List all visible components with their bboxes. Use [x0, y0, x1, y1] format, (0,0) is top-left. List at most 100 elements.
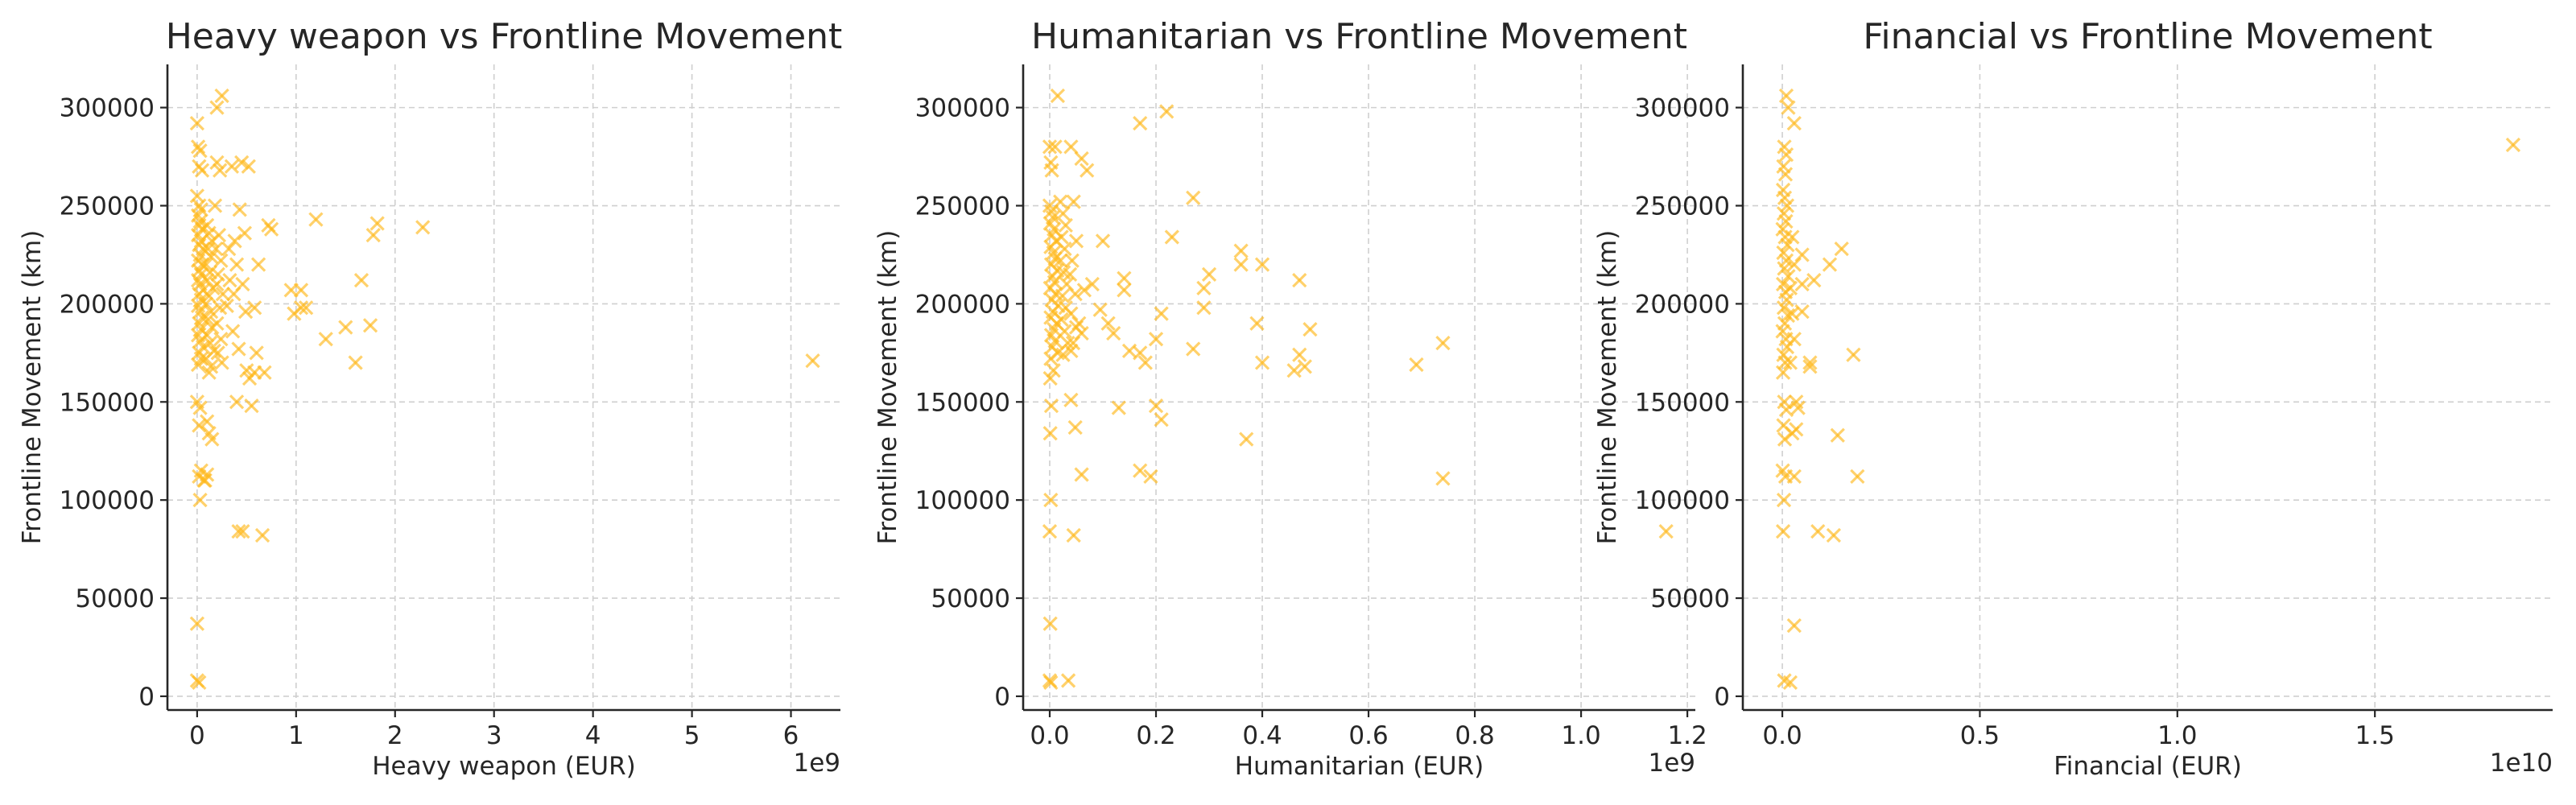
- data-point-x-marker: [1292, 347, 1307, 362]
- x-tick-label: 2: [387, 721, 403, 750]
- data-point-x-marker: [308, 212, 324, 227]
- data-point-x-marker: [214, 88, 229, 104]
- x-tick-label: 0.5: [1960, 721, 2000, 750]
- data-point-x-marker: [1658, 524, 1674, 539]
- data-point-x-marker: [1781, 269, 1796, 284]
- data-point-x-marker: [1062, 266, 1078, 282]
- data-point-x-marker: [1249, 316, 1265, 331]
- data-point-x-marker: [1057, 324, 1072, 339]
- data-point-x-marker: [1055, 288, 1070, 303]
- y-tick-label: 300000: [1635, 94, 1730, 123]
- y-tick-label: 50000: [1650, 584, 1730, 613]
- x-axis-label: Humanitarian (EUR): [1235, 752, 1484, 781]
- data-point-x-marker: [1782, 280, 1798, 296]
- data-point-x-marker: [1786, 469, 1802, 485]
- data-point-x-marker: [1066, 194, 1081, 209]
- data-point-x-marker: [1067, 419, 1083, 436]
- data-point-x-marker: [1066, 527, 1081, 543]
- data-point-x-marker: [1786, 332, 1802, 347]
- data-point-x-marker: [213, 163, 228, 178]
- data-point-x-marker: [1053, 253, 1068, 268]
- data-point-x-marker: [1095, 233, 1111, 249]
- data-point-x-marker: [1133, 115, 1148, 131]
- data-point-x-marker: [263, 221, 279, 237]
- data-point-x-marker: [197, 473, 213, 488]
- data-point-x-marker: [1806, 273, 1822, 288]
- data-point-x-marker: [1435, 471, 1451, 486]
- data-point-x-marker: [1776, 300, 1792, 316]
- data-point-x-marker: [1054, 312, 1069, 328]
- y-tick-label: 50000: [75, 584, 155, 613]
- data-point-x-marker: [1043, 398, 1059, 414]
- data-point-x-marker: [1777, 167, 1794, 182]
- grid-lines: [167, 64, 840, 710]
- data-point-x-marker: [1846, 347, 1861, 362]
- data-point-x-marker: [209, 155, 225, 171]
- x-tick-label: 1.5: [2355, 721, 2395, 750]
- data-point-x-marker: [1785, 229, 1800, 245]
- data-point-x-marker: [1780, 308, 1796, 324]
- data-point-x-marker: [192, 493, 208, 508]
- data-point-x-marker: [805, 353, 820, 369]
- data-point-x-marker: [1154, 412, 1169, 427]
- data-point-x-marker: [1777, 261, 1792, 276]
- data-point-x-marker: [237, 225, 253, 241]
- data-point-x-marker: [1802, 355, 1818, 370]
- data-point-x-marker: [200, 273, 215, 288]
- data-point-x-marker: [1106, 325, 1121, 341]
- data-point-x-marker: [1042, 370, 1058, 386]
- data-point-x-marker: [1074, 467, 1089, 482]
- data-point-x-marker: [1834, 242, 1849, 257]
- data-point-x-marker: [1071, 316, 1087, 331]
- data-point-x-marker: [1286, 363, 1302, 378]
- data-point-x-marker: [293, 300, 309, 316]
- y-tick-label: 300000: [915, 94, 1010, 123]
- data-point-x-marker: [1810, 524, 1826, 539]
- data-point-x-marker: [189, 616, 205, 631]
- data-point-x-marker: [241, 159, 256, 174]
- data-point-x-marker: [200, 312, 216, 328]
- data-point-x-marker: [415, 220, 431, 235]
- data-point-x-marker: [209, 100, 225, 115]
- data-point-x-marker: [1775, 365, 1791, 380]
- data-point-x-marker: [229, 257, 245, 272]
- data-point-x-marker: [198, 296, 214, 312]
- x-tick-label: 6: [783, 721, 799, 750]
- data-point-x-marker: [1780, 237, 1795, 253]
- data-point-x-marker: [203, 304, 219, 320]
- y-tick-label: 0: [138, 683, 155, 712]
- data-point-x-marker: [244, 398, 259, 414]
- data-point-x-marker: [222, 273, 237, 288]
- x-tick-label: 0: [189, 721, 205, 750]
- y-tick-label: 150000: [915, 388, 1010, 417]
- data-point-x-marker: [207, 198, 223, 213]
- data-point-x-marker: [227, 233, 242, 249]
- x-tick-label: 3: [486, 721, 502, 750]
- data-point-x-marker: [215, 287, 230, 302]
- data-point-x-marker: [1435, 336, 1451, 351]
- data-point-x-marker: [247, 300, 262, 316]
- y-tick-label: 150000: [1635, 388, 1730, 417]
- data-point-x-marker: [1776, 245, 1791, 261]
- data-point-x-marker: [231, 341, 246, 357]
- data-point-x-marker: [203, 249, 219, 265]
- data-point-x-marker: [1826, 527, 1841, 543]
- x-tick-label: 5: [684, 721, 700, 750]
- data-point-x-marker: [1050, 88, 1066, 104]
- data-point-x-marker: [192, 400, 208, 415]
- data-point-x-marker: [194, 163, 210, 178]
- y-tick-label: 100000: [915, 486, 1010, 515]
- data-point-x-marker: [1297, 359, 1312, 374]
- data-point-x-marker: [1064, 253, 1080, 268]
- data-point-x-marker: [1117, 283, 1132, 298]
- data-point-x-marker: [362, 318, 378, 333]
- y-tick-label: 150000: [60, 388, 155, 417]
- data-point-x-marker: [1055, 206, 1071, 221]
- data-point-x-marker: [1055, 347, 1071, 362]
- data-point-x-marker: [1782, 355, 1798, 370]
- data-point-x-marker: [225, 324, 241, 339]
- x-tick-label: 1.0: [1561, 721, 1600, 750]
- data-point-x-marker: [1047, 139, 1063, 155]
- data-point-x-marker: [1084, 276, 1100, 292]
- y-axis-label: Frontline Movement (km): [873, 230, 902, 545]
